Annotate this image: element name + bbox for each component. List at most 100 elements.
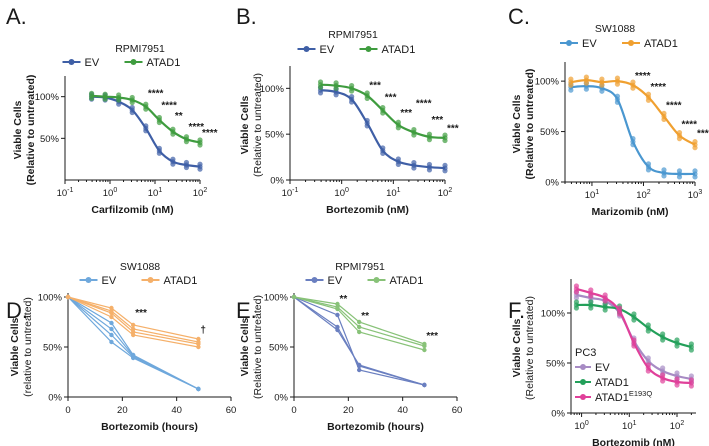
x-tick-label: 0 <box>65 405 70 416</box>
replicate-line <box>293 296 425 351</box>
data-point <box>143 123 149 129</box>
data-point <box>602 292 608 298</box>
data-point <box>109 339 114 345</box>
y-tick-label: 100% <box>38 293 63 304</box>
y-tick-label: 50% <box>43 343 63 354</box>
x-tick-label: 100 <box>574 420 589 432</box>
y-tick-label: 100% <box>541 309 566 320</box>
data-point <box>645 91 652 97</box>
legend-marker <box>68 59 75 65</box>
series-atad1-e193q <box>573 283 694 389</box>
series-atad1 <box>88 90 203 148</box>
significance-marker: **** <box>188 122 204 133</box>
data-point <box>395 119 401 125</box>
significance-marker: **** <box>161 100 177 111</box>
replicate-line <box>67 296 199 348</box>
replicate-line <box>293 296 425 345</box>
data-point <box>380 145 386 151</box>
series-atad1 <box>317 79 448 144</box>
y-axis-label-sub: (Relative to untreated) <box>524 296 536 400</box>
x-tick-label: 102 <box>438 187 453 199</box>
legend-marker <box>628 40 634 46</box>
data-point <box>170 126 176 132</box>
legend-label: EV <box>320 44 335 56</box>
data-point <box>422 382 427 388</box>
data-point <box>645 355 651 361</box>
x-tick-label: 20 <box>343 405 354 416</box>
panel-6: F. 100 101 102 0% 50% 100% Viable Cells (Relativ… <box>508 279 696 446</box>
x-tick-label: 102 <box>636 189 651 201</box>
y-tick-label: 100% <box>264 293 289 304</box>
data-point <box>349 82 355 89</box>
x-tick-label: 60 <box>226 405 237 416</box>
y-tick-label: 0% <box>545 178 559 189</box>
data-point <box>688 341 694 347</box>
significance-marker: **** <box>650 82 666 93</box>
significance-marker: **** <box>635 71 651 82</box>
panel-1: A. RPMI7951 10-1 100 101 102 50% 100% Viable Cel… <box>6 4 218 216</box>
x-axis-label: Bortezomib (hours) <box>327 421 424 433</box>
y-tick-label: 50% <box>546 359 566 370</box>
x-axis-label: Bortezomib (nM) <box>326 204 409 216</box>
data-point <box>660 372 666 378</box>
y-axis-label: Viable Cells <box>511 318 523 377</box>
x-tick-label: 101 <box>386 187 401 199</box>
legend-label: EV <box>102 275 117 287</box>
data-point <box>364 90 370 96</box>
legend-label: ATAD1 <box>595 377 629 389</box>
legend-marker <box>580 394 586 400</box>
data-point <box>335 324 340 330</box>
data-point <box>357 319 362 325</box>
data-point <box>645 161 652 167</box>
data-point <box>661 167 667 173</box>
replicate-line <box>67 296 199 340</box>
panel-label: B. <box>236 4 257 29</box>
x-tick-label: 10-1 <box>282 187 299 199</box>
data-point <box>676 168 683 174</box>
x-axis-label: Carfilzomib (nM) <box>91 204 173 216</box>
significance-marker: **** <box>697 129 709 140</box>
data-point <box>183 159 190 166</box>
legend-marker <box>580 364 586 370</box>
y-tick-label: 0% <box>551 409 565 420</box>
y-axis-label: Viable Cells <box>239 95 251 154</box>
legend-label: ATAD1 <box>382 44 416 56</box>
x-tick-label: 40 <box>171 405 182 416</box>
data-point <box>380 104 386 111</box>
significance-marker: † <box>200 325 206 336</box>
panel-title: SW1088 <box>120 261 160 273</box>
data-point <box>291 294 297 300</box>
data-point <box>573 299 580 305</box>
y-axis-label-sub: (Relative to untreated) <box>25 75 37 186</box>
legend-label: ATAD1 <box>164 275 198 287</box>
data-point <box>395 156 401 162</box>
data-point <box>568 76 574 82</box>
series-ev <box>291 294 427 388</box>
y-tick-label: 0% <box>274 393 288 404</box>
data-point <box>333 80 339 86</box>
data-point <box>645 362 651 368</box>
data-point <box>442 162 448 168</box>
data-point <box>411 126 417 133</box>
data-point <box>583 74 589 80</box>
y-tick-label: 0% <box>270 176 284 187</box>
significance-marker: *** <box>431 115 443 126</box>
series-atad1 <box>291 294 427 353</box>
data-point <box>692 168 698 174</box>
data-point <box>630 136 636 142</box>
data-point <box>197 161 203 167</box>
significance-marker: ** <box>175 111 183 122</box>
panel-title: RPMI7951 <box>115 43 165 55</box>
legend-marker <box>130 59 137 65</box>
panel-5: E. RPMI7951 0 20 40 60 0% 50% 100% Viable Cells (R… <box>236 261 462 433</box>
panel-title: RPMI7951 <box>328 29 378 41</box>
panel-3: C. SW1088 101 102 103 0% 50% 100% Viable Cells (R… <box>508 4 709 218</box>
data-point <box>692 139 698 145</box>
legend-title: PC3 <box>575 347 596 359</box>
significance-marker: *** <box>369 80 381 91</box>
significance-marker: **** <box>666 100 682 111</box>
significance-marker: *** <box>400 108 412 119</box>
replicate-line <box>293 296 425 386</box>
panel-label: F. <box>508 298 525 323</box>
data-point <box>364 117 370 124</box>
